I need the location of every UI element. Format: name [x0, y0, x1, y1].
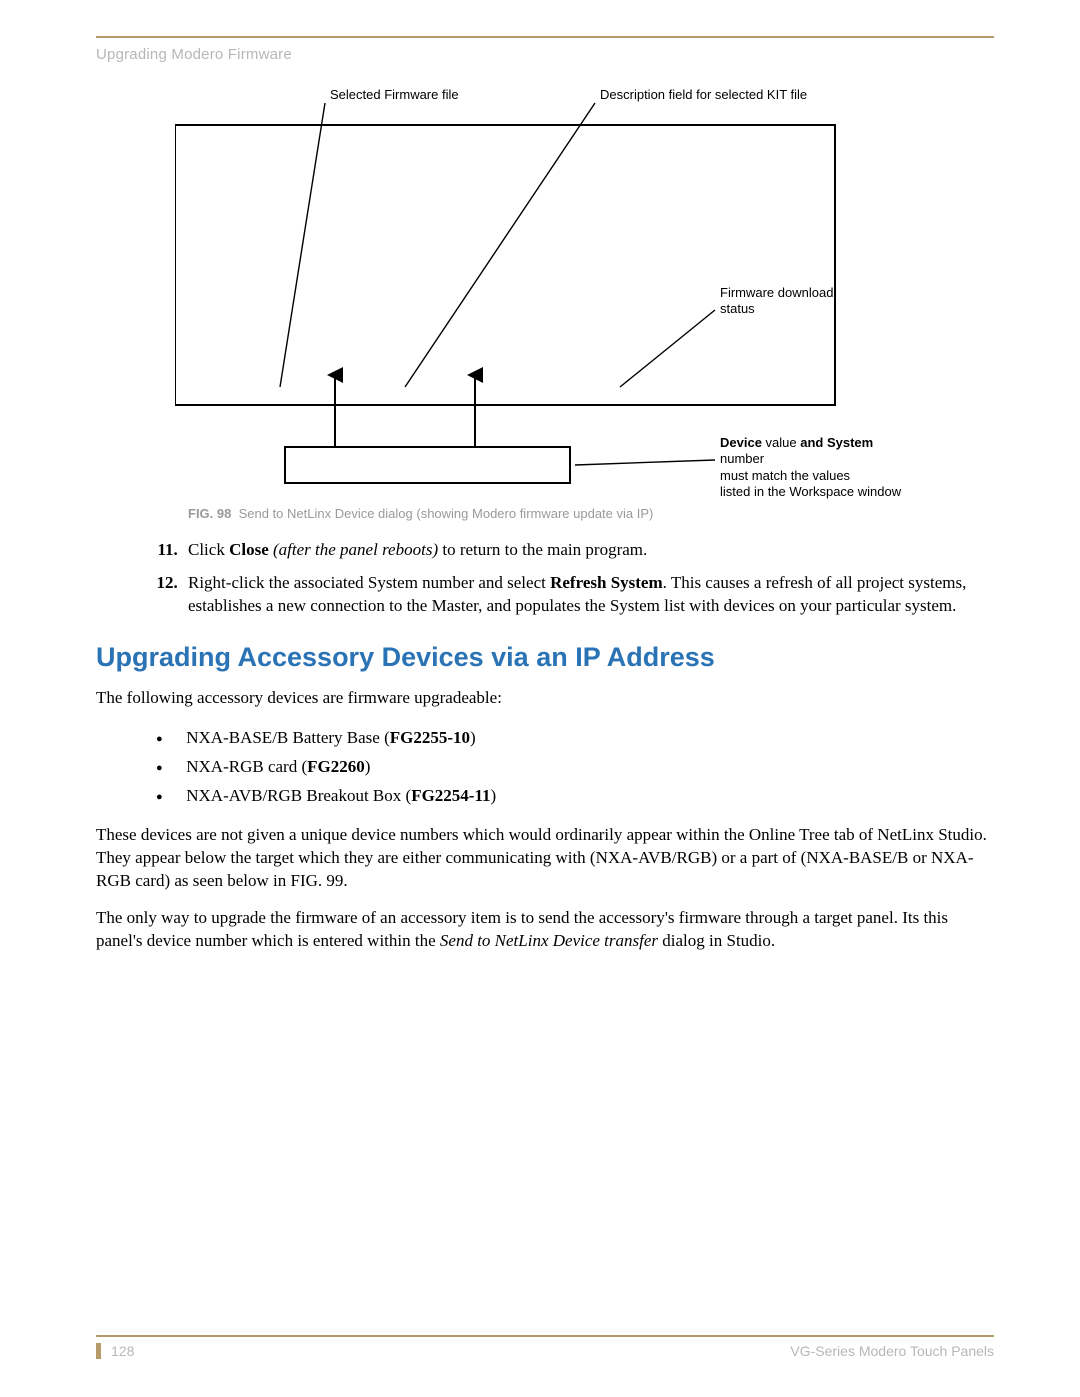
footer-rule — [96, 1335, 994, 1337]
list-bold: FG2255-10 — [390, 728, 470, 747]
callout-device-system-note: Device value and System number must matc… — [720, 435, 915, 500]
list-bold: FG2260 — [307, 757, 365, 776]
figure-number: FIG. 98 — [188, 506, 231, 521]
para-text: dialog in Studio. — [658, 931, 775, 950]
callout-line-device-system — [575, 460, 715, 465]
figure-98-diagram: Selected Firmware file Description field… — [175, 95, 915, 500]
step-text: Right-click the associated System number… — [188, 573, 550, 592]
list-item: NXA-AVB/RGB Breakout Box (FG2254-11) — [156, 782, 994, 811]
para-italic: Send to NetLinx Device transfer — [440, 931, 658, 950]
callout-text: value — [762, 435, 800, 450]
figure-caption-text: Send to NetLinx Device dialog (showing M… — [239, 506, 654, 521]
section-para-2: These devices are not given a unique dev… — [96, 824, 994, 893]
list-text: NXA-AVB/RGB Breakout Box ( — [186, 786, 411, 805]
callout-bold: Device — [720, 435, 762, 450]
step-text: to return to the main program. — [438, 540, 647, 559]
callout-text-line: listed in the Workspace window — [720, 484, 901, 499]
dialog-outline-box — [175, 125, 835, 405]
step-italic: (after the panel reboots) — [269, 540, 438, 559]
callout-text-line: must match the values — [720, 468, 850, 483]
document-page: Upgrading Modero Firmware Selected Firmw… — [0, 0, 1080, 1397]
step-bold: Refresh System — [550, 573, 663, 592]
list-text: ) — [470, 728, 476, 747]
running-head: Upgrading Modero Firmware — [96, 46, 994, 63]
callout-line-download-status — [620, 310, 715, 387]
list-text: ) — [365, 757, 371, 776]
callout-text: number — [720, 451, 764, 466]
callout-line-selected-firmware — [280, 103, 325, 387]
callout-text-line: status — [720, 301, 755, 316]
step-12: Right-click the associated System number… — [182, 572, 994, 618]
figure-caption: FIG. 98 Send to NetLinx Device dialog (s… — [188, 506, 994, 521]
device-system-box — [285, 447, 570, 483]
list-item: NXA-BASE/B Battery Base (FG2255-10) — [156, 724, 994, 753]
accessory-device-list: NXA-BASE/B Battery Base (FG2255-10) NXA-… — [156, 724, 994, 811]
callout-description-field: Description field for selected KIT file — [600, 87, 807, 103]
step-11: Click Close (after the panel reboots) to… — [182, 539, 994, 562]
page-footer: 128 VG-Series Modero Touch Panels — [96, 1335, 994, 1359]
callout-firmware-download-status: Firmware download status — [720, 285, 833, 318]
callout-bold: and System — [800, 435, 873, 450]
list-item: NXA-RGB card (FG2260) — [156, 753, 994, 782]
step-bold: Close — [229, 540, 269, 559]
step-text: Click — [188, 540, 229, 559]
page-number: 128 — [96, 1343, 134, 1359]
section-intro: The following accessory devices are firm… — [96, 687, 994, 710]
callout-line-description-field — [405, 103, 595, 387]
list-bold: FG2254-11 — [411, 786, 490, 805]
section-heading: Upgrading Accessory Devices via an IP Ad… — [96, 642, 994, 673]
callout-text-line: Firmware download — [720, 285, 833, 300]
list-text: NXA-RGB card ( — [186, 757, 307, 776]
list-text: ) — [491, 786, 497, 805]
callout-selected-firmware-file: Selected Firmware file — [330, 87, 459, 103]
list-text: NXA-BASE/B Battery Base ( — [186, 728, 390, 747]
footer-doc-title: VG-Series Modero Touch Panels — [790, 1343, 994, 1359]
procedure-steps: Click Close (after the panel reboots) to… — [182, 539, 994, 618]
section-para-3: The only way to upgrade the firmware of … — [96, 907, 994, 953]
header-rule — [96, 36, 994, 38]
